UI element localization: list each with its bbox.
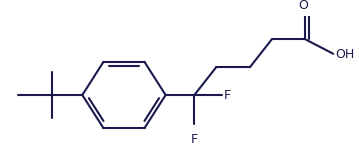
Text: F: F xyxy=(191,133,198,146)
Text: OH: OH xyxy=(335,48,354,61)
Text: O: O xyxy=(299,0,308,12)
Text: F: F xyxy=(224,88,231,102)
